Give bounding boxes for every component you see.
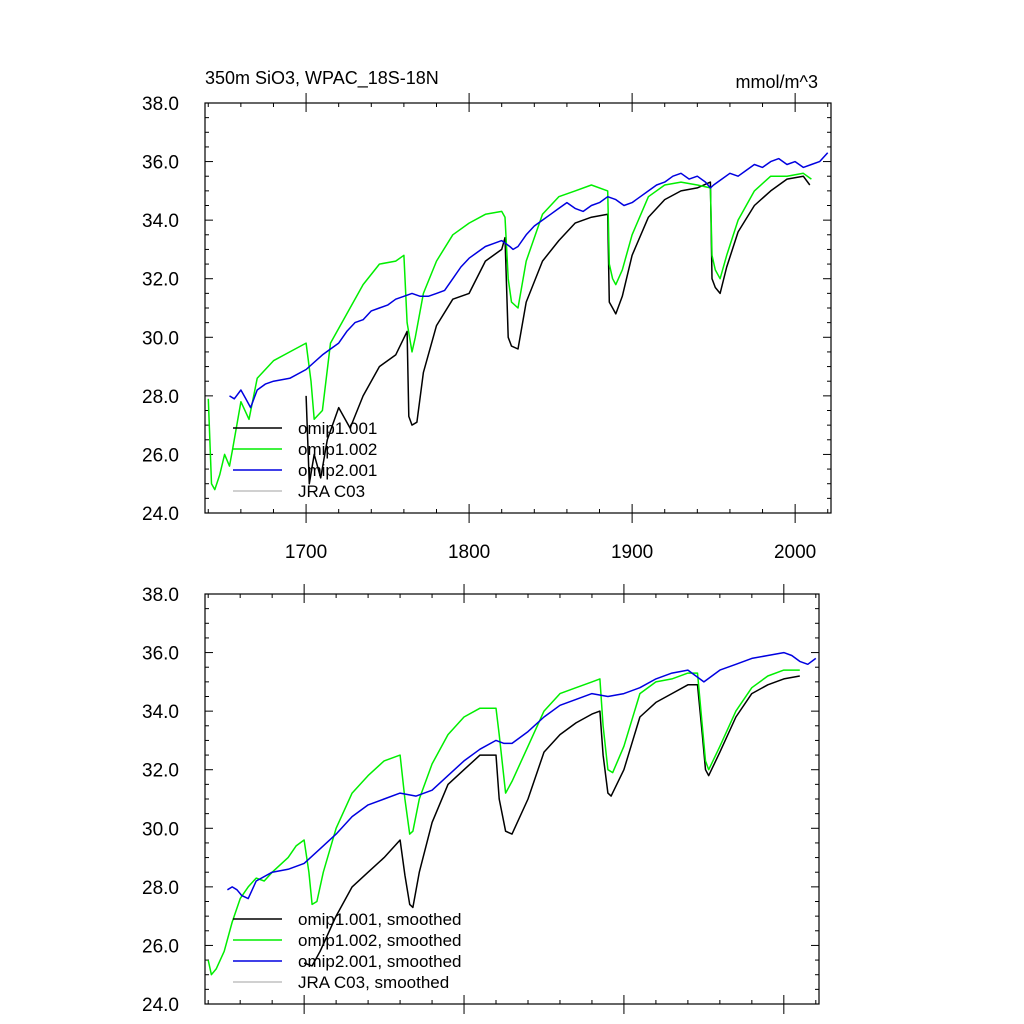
units-label: mmol/m^3 <box>736 72 818 92</box>
x-tick-label: 1700 <box>285 542 327 563</box>
series-layer <box>207 651 817 976</box>
plot-frame <box>204 593 820 1005</box>
legend-label: omip1.001 <box>298 419 377 438</box>
legend-label: omip1.002, smoothed <box>298 931 462 950</box>
top-panel: 350m SiO3, WPAC_18S-18N mmol/m^3 24.0 26.… <box>142 68 832 563</box>
legend-label: omip2.001, smoothed <box>298 952 462 971</box>
series-line-omip2-001 <box>229 152 829 409</box>
y-tick-label: 34.0 <box>142 702 179 723</box>
y-tick-label: 24.0 <box>142 504 179 525</box>
bottom-panel: 24.0 26.0 28.0 30.0 32.0 34.0 36.0 38.0 omip1.0… <box>142 584 820 1016</box>
y-tick-label: 32.0 <box>142 270 179 291</box>
y-tick-label: 36.0 <box>142 153 179 174</box>
x-tick-label: 2000 <box>774 542 816 563</box>
y-tick-label: 30.0 <box>142 819 179 840</box>
legend-label: JRA C03 <box>298 482 365 501</box>
tick-layer: 24.0 26.0 28.0 30.0 32.0 34.0 36.0 38.0 1700 1800… <box>142 93 831 563</box>
tick-layer: 24.0 26.0 28.0 30.0 32.0 34.0 36.0 38.0 <box>142 584 819 1016</box>
y-tick-label: 38.0 <box>142 94 179 115</box>
x-tick-label: 1900 <box>611 542 653 563</box>
plot-frame <box>204 102 832 514</box>
y-tick-label: 28.0 <box>142 878 179 899</box>
y-tick-label: 38.0 <box>142 585 179 606</box>
series-line-omip1-001 <box>305 175 811 485</box>
y-tick-label: 36.0 <box>142 644 179 665</box>
y-tick-label: 28.0 <box>142 387 179 408</box>
legend-label: omip1.002 <box>298 440 377 459</box>
legend-label: JRA C03, smoothed <box>298 973 449 992</box>
y-tick-label: 34.0 <box>142 211 179 232</box>
y-tick-label: 26.0 <box>142 445 179 466</box>
legend: omip1.001 omip1.002 omip2.001 JRA C03 <box>233 419 377 501</box>
series-layer <box>207 152 829 491</box>
legend-label: omip2.001 <box>298 461 377 480</box>
y-tick-label: 26.0 <box>142 936 179 957</box>
y-tick-label: 30.0 <box>142 328 179 349</box>
series-line-omip2-001 <box>227 651 817 900</box>
y-tick-label: 32.0 <box>142 761 179 782</box>
chart-title: 350m SiO3, WPAC_18S-18N <box>205 68 439 89</box>
series-line-omip1-001 <box>303 675 800 967</box>
legend-label: omip1.001, smoothed <box>298 910 462 929</box>
y-tick-label: 24.0 <box>142 995 179 1016</box>
legend: omip1.001, smoothed omip1.002, smoothed om… <box>233 910 462 992</box>
x-tick-label: 1800 <box>448 542 490 563</box>
